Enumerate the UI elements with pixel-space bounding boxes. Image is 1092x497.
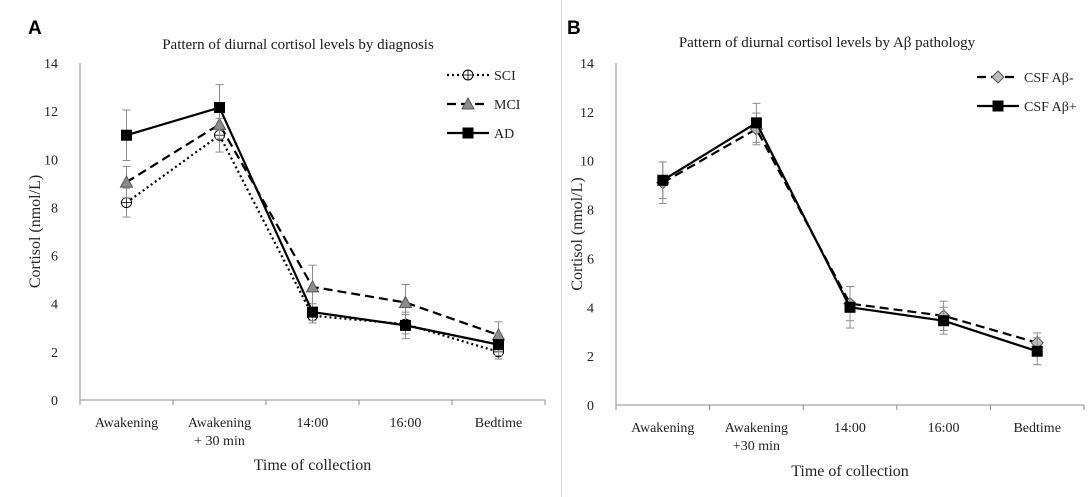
y-axis-label: Cortisol (nmol/L) — [27, 175, 44, 288]
legend-item: AD — [447, 127, 514, 142]
legend-marker — [462, 69, 474, 81]
y-tick-label: 8 — [587, 204, 594, 219]
x-tick-label-line: +30 min — [733, 439, 780, 454]
data-point — [398, 295, 413, 309]
series-AD — [121, 84, 504, 356]
x-tick-label-line: Bedtime — [475, 416, 522, 431]
chart-b: Pattern of diurnal cortisol levels by Aβ… — [569, 35, 1085, 480]
data-point — [305, 279, 320, 293]
x-tick-label-line: 16:00 — [928, 421, 960, 436]
y-tick-label: 6 — [587, 252, 594, 267]
x-tick-label-line: 16:00 — [390, 416, 422, 431]
legend-label: CSF Aβ- — [1024, 71, 1074, 86]
data-point — [750, 117, 762, 129]
panel-letter: A — [28, 18, 42, 39]
y-tick-label: 4 — [587, 301, 594, 316]
y-tick-label: 8 — [51, 201, 58, 216]
series-SCI — [121, 117, 504, 360]
x-tick-label-line: Awakening — [188, 416, 251, 431]
chart-title: Pattern of diurnal cortisol levels by di… — [162, 37, 434, 53]
x-tick-label: Awakening — [95, 416, 158, 431]
x-tick-label-line: Awakening — [95, 416, 158, 431]
x-tick-label-line: + 30 min — [194, 434, 245, 449]
y-tick-label: 6 — [51, 250, 58, 265]
x-tick-label: Bedtime — [475, 416, 522, 431]
series-CSF Aβ+ — [657, 102, 1043, 366]
x-tick-label-line: 14:00 — [297, 416, 329, 431]
x-tick-label-line: 14:00 — [834, 421, 866, 436]
y-tick-label: 14 — [44, 57, 58, 72]
data-point — [214, 102, 225, 114]
y-tick-label: 0 — [587, 399, 594, 414]
y-tick-label: 12 — [580, 106, 594, 121]
data-point — [307, 306, 318, 318]
y-tick-label: 10 — [44, 153, 58, 168]
x-tick-label: 16:00 — [390, 416, 422, 431]
data-point — [119, 175, 134, 188]
legend-label: MCI — [494, 98, 521, 113]
panel-letter: B — [567, 18, 581, 39]
x-tick-label: Awakening — [631, 421, 694, 436]
x-tick-label: Awakening + 30 min — [188, 416, 251, 449]
chart-title: Pattern of diurnal cortisol levels by Aβ… — [679, 35, 976, 51]
series-line — [662, 127, 1038, 344]
legend-item: MCI — [447, 96, 521, 113]
data-point — [493, 339, 504, 351]
legend-label: CSF Aβ+ — [1024, 100, 1077, 115]
panel-b: B Pattern of diurnal cortisol levels by … — [562, 0, 1092, 497]
y-tick-label: 14 — [580, 57, 594, 72]
chart-a: Pattern of diurnal cortisol levels by di… — [27, 37, 546, 474]
x-tick-label: 16:00 — [928, 421, 960, 436]
data-point — [938, 315, 950, 327]
x-axis-label: Time of collection — [791, 463, 909, 480]
series-line — [125, 133, 499, 353]
legend: CSF Aβ- CSF Aβ+ — [977, 70, 1077, 115]
y-tick-label: 0 — [51, 394, 58, 409]
panel-a: A Pattern of diurnal cortisol levels by … — [27, 0, 562, 497]
data-point — [121, 129, 132, 141]
x-tick-label: 14:00 — [834, 421, 866, 436]
legend-item: CSF Aβ+ — [977, 100, 1077, 115]
legend-marker — [992, 100, 1004, 112]
legend-marker — [462, 127, 474, 139]
y-tick-label: 2 — [587, 350, 594, 365]
y-tick-label: 10 — [580, 155, 594, 170]
x-tick-label-line: Bedtime — [1013, 421, 1060, 436]
legend-label: SCI — [494, 69, 516, 84]
legend-marker — [461, 96, 475, 110]
data-point — [400, 319, 411, 331]
x-tick-label: Bedtime — [1013, 421, 1060, 436]
legend-label: AD — [494, 127, 514, 142]
y-tick-label: 2 — [51, 346, 58, 361]
data-point — [1031, 345, 1043, 357]
y-tick-label: 12 — [44, 105, 58, 120]
x-tick-label: 14:00 — [297, 416, 329, 431]
x-tick-label-line: Awakening — [631, 421, 694, 436]
x-tick-label-line: Awakening — [725, 421, 788, 436]
legend-marker — [991, 70, 1005, 84]
x-tick-label: Awakening +30 min — [725, 421, 788, 454]
data-point — [121, 197, 132, 209]
data-point — [657, 174, 669, 186]
y-tick-label: 4 — [51, 298, 58, 313]
data-point — [844, 301, 856, 313]
legend-item: CSF Aβ- — [977, 70, 1074, 86]
legend: SCI MCI AD — [447, 69, 521, 142]
x-axis-label: Time of collection — [254, 457, 372, 474]
legend-item: SCI — [447, 69, 516, 84]
y-axis-label: Cortisol (nmol/L) — [569, 177, 586, 290]
